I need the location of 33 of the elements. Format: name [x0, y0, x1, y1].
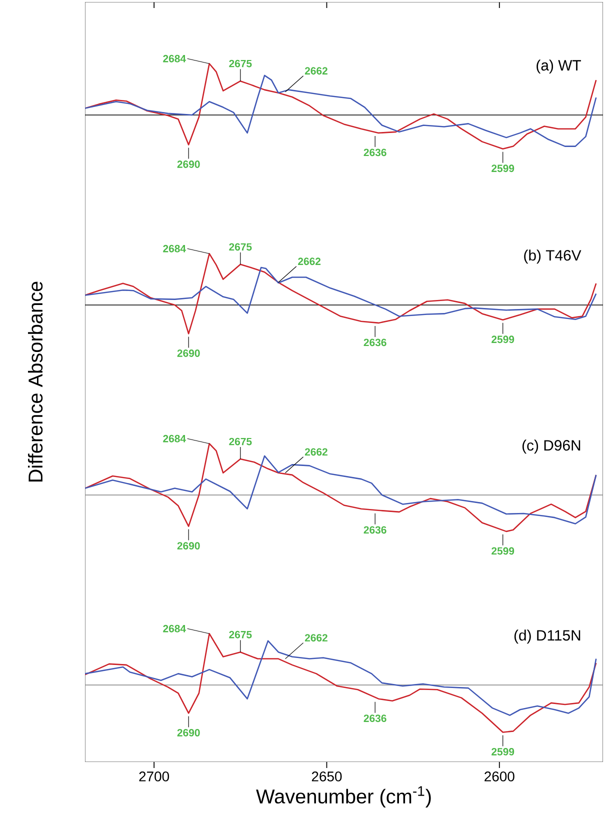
annotation: 2599	[492, 748, 514, 756]
chart-title: (b) T46V	[524, 250, 582, 264]
annotation: 2690	[177, 160, 200, 168]
annotation: 2636	[364, 526, 386, 534]
annotation: 2662	[304, 67, 328, 75]
annotation: 2636	[364, 338, 386, 346]
annotation: 2690	[177, 729, 200, 736]
x-axis-title: Wavenumber (cm$^{-1}$)	[256, 786, 431, 808]
annotation: 2662	[304, 634, 328, 642]
chart-title: (d) D115N	[514, 630, 580, 644]
annotation: 2684	[163, 434, 186, 442]
y-axis-title: Difference Absorbance	[28, 282, 43, 482]
x-tick-label: 2650	[312, 772, 342, 782]
annotation: 2662	[298, 258, 321, 266]
chart-title: (c) D96N	[522, 440, 580, 454]
chart-title: (a) WT	[536, 60, 581, 74]
annotation: 2675	[229, 243, 252, 251]
annotation: 2599	[492, 336, 514, 344]
annotation: 2636	[364, 714, 386, 722]
annotation: 2675	[229, 630, 252, 638]
annotation: 2684	[163, 624, 186, 632]
annotation: 2636	[364, 148, 386, 156]
annotation: 2684	[163, 244, 186, 252]
annotation: 2684	[163, 54, 186, 62]
annotation: 2662	[304, 448, 328, 456]
annotation: 2675	[229, 60, 252, 68]
annotation: 2690	[177, 350, 200, 357]
annotation: 2599	[492, 547, 514, 555]
annotation: 2675	[229, 438, 252, 446]
x-tick-label: 2700	[139, 772, 170, 782]
x-tick-label: 2600	[484, 772, 514, 782]
annotation: 2599	[492, 164, 514, 172]
annotation: 2690	[177, 542, 200, 550]
